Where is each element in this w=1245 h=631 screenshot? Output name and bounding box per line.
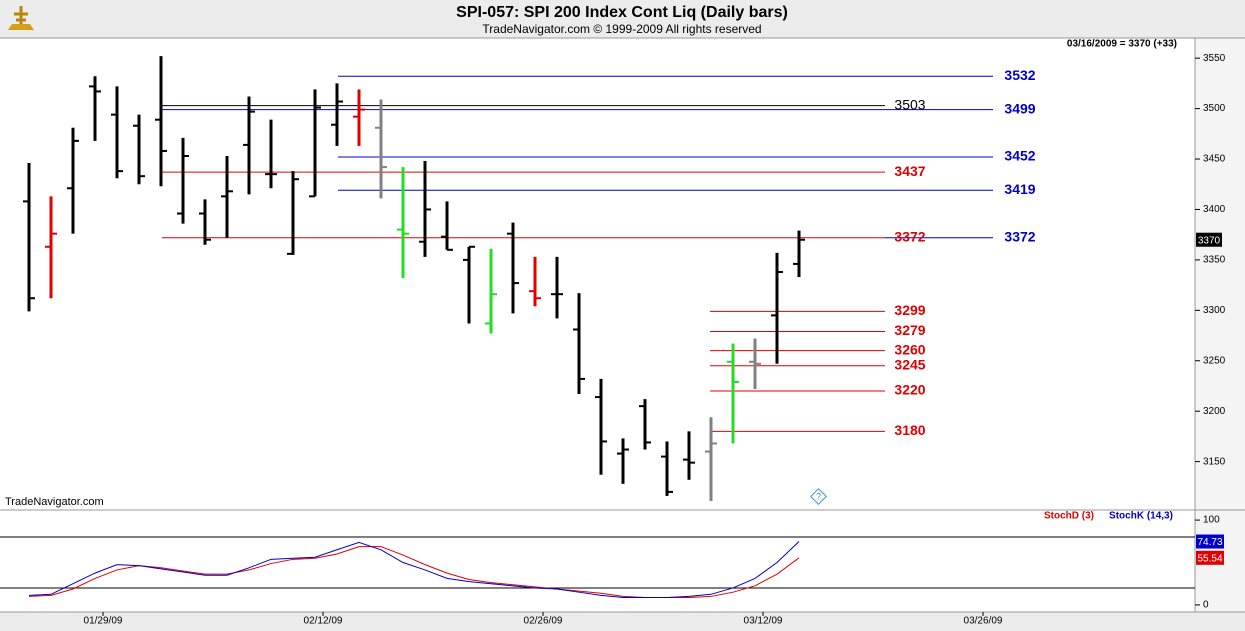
price-bar [573, 293, 585, 395]
price-bar [45, 196, 57, 299]
stoch-readout: 55.54 [1197, 553, 1222, 564]
watermark: TradeNavigator.com [5, 496, 104, 508]
y-tick-label: 3400 [1203, 204, 1226, 215]
stoch-readout-box [1196, 534, 1224, 549]
level-label: 3452 [1004, 148, 1035, 164]
level-label: 3279 [894, 322, 925, 338]
svg-text:?: ? [816, 491, 821, 501]
last-price-box [1196, 232, 1222, 247]
y-tick-label: 3300 [1203, 305, 1226, 316]
price-bar [221, 155, 233, 238]
legend-entry: StochK (14,3) [1109, 511, 1173, 522]
price-bar [331, 83, 343, 146]
price-bar [771, 252, 783, 364]
level-label: 3220 [894, 382, 925, 398]
price-readout: 03/16/2009 = 3370 (+33) [1067, 39, 1177, 50]
price-bar [287, 171, 299, 255]
level-label: 3372 [894, 228, 925, 244]
price-bar [661, 441, 673, 496]
level-label: 3245 [894, 357, 925, 373]
x-tick-label: 02/26/09 [524, 616, 563, 627]
chart-subtitle: TradeNavigator.com © 1999-2009 All right… [482, 22, 761, 36]
y-tick-label: 3350 [1203, 255, 1226, 266]
stoch-readout: 74.73 [1197, 537, 1222, 548]
price-bar [309, 89, 321, 198]
level-label: 3260 [894, 341, 925, 357]
price-bar [463, 245, 475, 324]
level-label: 3299 [894, 302, 925, 318]
legend-entry: StochD (3) [1044, 511, 1094, 522]
level-label: 3419 [1004, 181, 1035, 197]
level-label: 3499 [1004, 100, 1035, 116]
y-tick-label: 3500 [1203, 103, 1226, 114]
price-bar [375, 99, 387, 199]
price-bar [199, 199, 211, 245]
price-bar [67, 127, 79, 234]
price-bar [111, 86, 123, 179]
chart-title: SPI-057: SPI 200 Index Cont Liq (Daily b… [456, 4, 788, 21]
price-bar [155, 56, 167, 187]
price-bar [595, 378, 607, 475]
level-label: 3532 [1004, 67, 1035, 83]
price-bar [419, 161, 431, 257]
price-bar [683, 431, 695, 480]
price-bar [177, 137, 189, 224]
right-axis-band [1195, 38, 1245, 612]
price-bar [639, 399, 651, 450]
y-tick-label: 3550 [1203, 53, 1226, 64]
header-band [0, 0, 1245, 38]
price-bar [441, 201, 453, 251]
help-icon[interactable]: ? [810, 488, 827, 505]
price-bar [265, 119, 277, 189]
date-axis-band [0, 612, 1245, 631]
x-tick-label: 03/12/09 [744, 616, 783, 627]
stoch-y-tick-label: 0 [1203, 600, 1209, 611]
last-price: 3370 [1198, 235, 1221, 246]
level-label: 3503 [894, 96, 925, 112]
y-tick-label: 3450 [1203, 154, 1226, 165]
x-tick-label: 01/29/09 [84, 616, 123, 627]
level-label: 3372 [1004, 228, 1035, 244]
stoch-y-tick-label: 100 [1203, 515, 1220, 526]
y-tick-label: 3200 [1203, 406, 1226, 417]
price-bar [793, 230, 805, 278]
stoch-readout-box [1196, 550, 1224, 565]
price-bar [705, 417, 717, 501]
price-bar [353, 89, 365, 146]
level-label: 3437 [894, 163, 925, 179]
level-label: 3180 [894, 422, 925, 438]
price-bar [529, 256, 541, 307]
y-tick-label: 3150 [1203, 456, 1226, 467]
price-bar [617, 438, 629, 484]
x-tick-label: 02/12/09 [304, 616, 343, 627]
price-bar [23, 163, 35, 312]
price-bar [727, 343, 739, 444]
price-bar [507, 222, 519, 314]
y-tick-label: 3250 [1203, 355, 1226, 366]
x-tick-label: 03/26/09 [964, 616, 1003, 627]
price-bar [397, 167, 409, 279]
price-bar [89, 76, 101, 141]
logo [8, 6, 34, 30]
price-bar [749, 338, 761, 390]
price-bar [485, 248, 497, 334]
price-bar [133, 114, 145, 185]
stoch-line [28, 541, 800, 598]
price-bar [551, 256, 563, 319]
price-bar [243, 96, 255, 195]
